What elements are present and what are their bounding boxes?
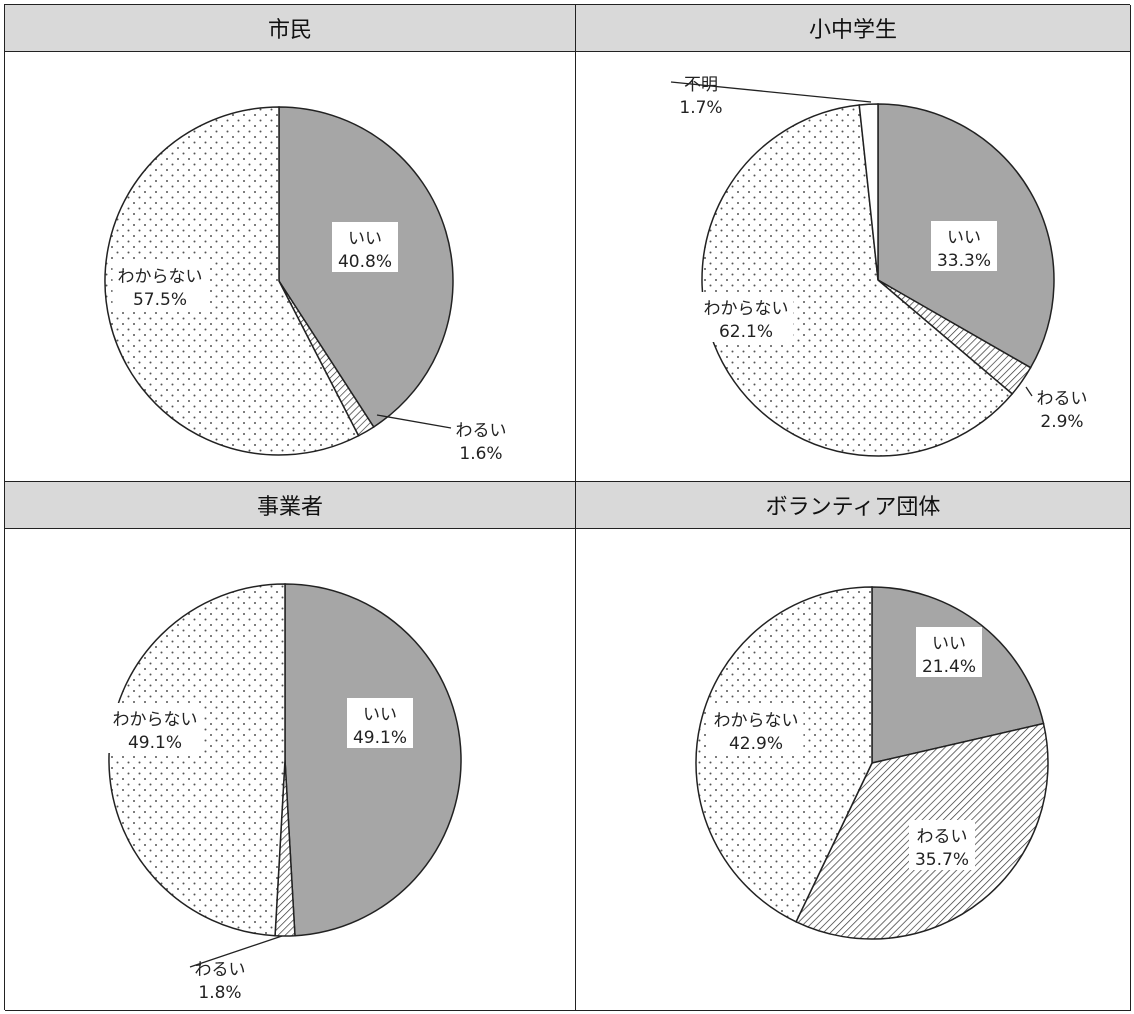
slice-label: わからない xyxy=(118,267,203,287)
pie-chart-students: いい 33.3% わるい 2.9% わからない 62.1% 不明 1.7% xyxy=(670,75,1088,457)
slice-leader-line xyxy=(189,935,283,968)
slice-value-label: 57.5% xyxy=(133,290,187,310)
chart-cell-volunteer-groups: いい 21.4% わるい 35.7% わからない 42.9% xyxy=(576,529,1131,1011)
slice-label-box xyxy=(332,222,398,272)
slice-leader-line xyxy=(376,414,452,429)
slice-value-label: 21.4% xyxy=(922,657,976,677)
slice-label: わるい xyxy=(195,960,246,980)
pie-slice-3 xyxy=(104,106,360,456)
slice-value-label: 1.7% xyxy=(679,98,722,118)
pie-slice-3 xyxy=(695,586,873,923)
slice-label: いい xyxy=(363,705,397,725)
slice-value-label: 49.1% xyxy=(128,733,182,753)
slice-label-box xyxy=(698,292,794,342)
header-students: 小中学生 xyxy=(576,5,1131,52)
slice-label-box xyxy=(347,698,413,748)
pie-slice-3 xyxy=(108,583,286,937)
slice-value-label: 2.9% xyxy=(1040,412,1083,432)
pie-chart-businesses: いい 49.1% わるい 1.8% わからない 49.1% xyxy=(107,583,462,1003)
slice-label: いい xyxy=(348,229,382,249)
pie-slice-1 xyxy=(284,583,462,937)
slice-label-box xyxy=(708,704,804,754)
slice-label: わからない xyxy=(704,299,789,319)
slice-label: わるい xyxy=(1037,389,1088,409)
slice-label: いい xyxy=(932,634,966,654)
slice-value-label: 42.9% xyxy=(729,734,783,754)
slice-value-label: 62.1% xyxy=(719,322,773,342)
pie-chart-citizens: いい 40.8% わるい 1.6% わからない 57.5% xyxy=(104,106,507,464)
slice-label: わからない xyxy=(714,711,799,731)
slice-value-label: 1.6% xyxy=(459,444,502,464)
slice-label: わるい xyxy=(456,421,507,441)
slice-label-box xyxy=(916,627,982,677)
slice-value-label: 1.8% xyxy=(198,983,241,1003)
pie-chart-table: 市民 小中学生 いい 40.8% わるい 1.6% わからない 57.5% いい 33.3%… xyxy=(4,4,1131,1011)
slice-label: わるい xyxy=(917,827,968,847)
pie-slice-3 xyxy=(701,104,1014,457)
slice-value-label: 40.8% xyxy=(338,252,392,272)
header-businesses: 事業者 xyxy=(5,482,576,529)
slice-value-label: 33.3% xyxy=(937,251,991,271)
pie-slice-4 xyxy=(858,103,879,281)
slice-leader-line xyxy=(1025,386,1033,397)
slice-label: 不明 xyxy=(684,75,718,95)
chart-cell-students: いい 33.3% わるい 2.9% わからない 62.1% 不明 1.7% xyxy=(576,52,1131,482)
slice-label-box xyxy=(107,703,203,753)
slice-label: わからない xyxy=(113,710,198,730)
slice-leader-line xyxy=(670,81,872,103)
pie-chart-volunteer-groups: いい 21.4% わるい 35.7% わからない 42.9% xyxy=(695,586,1049,940)
slice-label-box xyxy=(931,221,997,271)
slice-label-box xyxy=(909,820,975,870)
slice-value-label: 35.7% xyxy=(915,850,969,870)
header-volunteer-groups: ボランティア団体 xyxy=(576,482,1131,529)
slice-label-box xyxy=(112,260,208,310)
chart-cell-citizens: いい 40.8% わるい 1.6% わからない 57.5% xyxy=(5,52,576,482)
chart-cell-businesses: いい 49.1% わるい 1.8% わからない 49.1% xyxy=(5,529,576,1011)
slice-value-label: 49.1% xyxy=(353,728,407,748)
header-citizens: 市民 xyxy=(5,5,576,52)
slice-label: いい xyxy=(947,228,981,248)
